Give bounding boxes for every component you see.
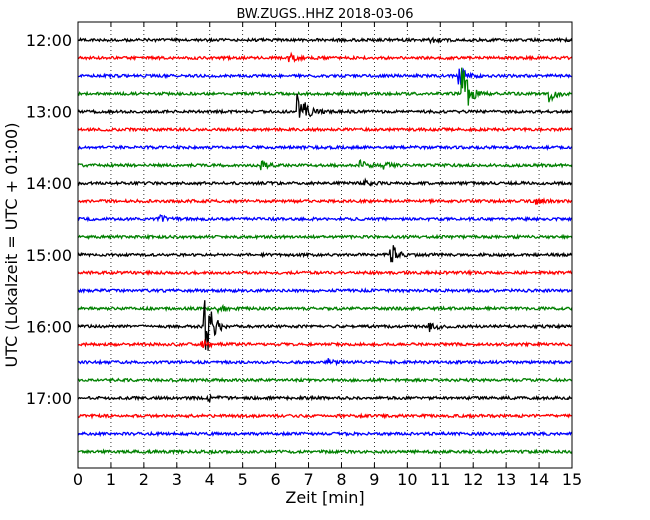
seismogram-trace xyxy=(77,93,573,118)
x-tick-label: 2 xyxy=(139,470,149,489)
x-tick-label: 15 xyxy=(562,470,582,489)
seismogram-trace xyxy=(77,67,573,106)
y-tick-label: 13:00 xyxy=(26,103,72,122)
seismogram-trace xyxy=(77,233,573,241)
seismogram-trace xyxy=(77,36,573,45)
x-axis-label: Zeit [min] xyxy=(285,488,364,507)
seismogram-trace xyxy=(77,448,573,456)
seismogram-trace xyxy=(77,197,573,205)
seismogram-trace xyxy=(77,269,573,276)
x-tick-label: 14 xyxy=(529,470,549,489)
x-tick-label: 3 xyxy=(172,470,182,489)
x-tick-label: 4 xyxy=(205,470,215,489)
x-tick-label: 7 xyxy=(303,470,313,489)
x-tick-label: 13 xyxy=(496,470,516,489)
seismogram-trace xyxy=(77,287,573,294)
seismogram-trace xyxy=(77,430,573,438)
chart-title: BW.ZUGS..HHZ 2018-03-06 xyxy=(236,7,413,22)
plot-frame xyxy=(77,21,573,469)
seismogram-trace xyxy=(77,245,573,263)
seismogram-trace xyxy=(77,159,573,171)
x-tick-label: 9 xyxy=(369,470,379,489)
y-tick-label: 12:00 xyxy=(26,31,72,50)
seismogram-trace xyxy=(77,376,573,384)
seismogram-trace xyxy=(77,393,573,403)
seismogram-trace xyxy=(77,338,573,349)
seismogram-trace xyxy=(77,126,573,133)
y-tick-label: 17:00 xyxy=(26,389,72,408)
seismogram-trace xyxy=(77,67,573,86)
seismogram-trace xyxy=(77,412,573,420)
seismogram-trace xyxy=(77,358,573,367)
seismogram-trace xyxy=(78,51,573,63)
x-tick-label: 10 xyxy=(397,470,417,489)
x-tick-label: 6 xyxy=(271,470,281,489)
x-tick-label: 11 xyxy=(430,470,450,489)
seismogram-trace xyxy=(77,213,572,223)
seismogram-traces xyxy=(77,36,573,456)
x-tick-label: 1 xyxy=(106,470,116,489)
seismogram-trace xyxy=(77,144,573,151)
x-tick-label: 12 xyxy=(463,470,483,489)
y-axis-label: UTC (Lokalzeit = UTC + 01:00) xyxy=(2,123,21,368)
y-axis-ticks: 12:00 13:00 14:00 15:00 16:00 17:00 xyxy=(26,31,572,408)
seismogram-trace xyxy=(77,177,573,187)
x-tick-label: 0 xyxy=(73,470,83,489)
grid-lines xyxy=(110,22,540,468)
y-tick-label: 14:00 xyxy=(26,174,72,193)
y-tick-label: 15:00 xyxy=(26,246,72,265)
x-axis-ticks: 0 1 2 3 4 5 6 7 8 9 10 11 12 13 14 15 xyxy=(73,22,582,489)
seismogram-trace xyxy=(77,300,573,351)
x-tick-label: 8 xyxy=(336,470,346,489)
seismogram-trace xyxy=(77,303,573,315)
x-tick-label: 5 xyxy=(238,470,248,489)
y-tick-label: 16:00 xyxy=(26,317,72,336)
